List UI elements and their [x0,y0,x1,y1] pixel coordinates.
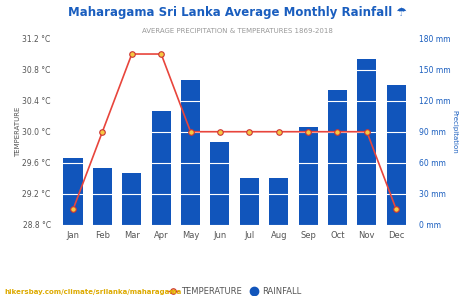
Bar [357,59,376,225]
Y-axis label: TEMPERATURE: TEMPERATURE [15,107,21,157]
Bar [152,111,171,225]
Bar [328,90,347,225]
Bar [240,178,259,225]
Y-axis label: Precipitation: Precipitation [452,110,457,154]
Bar [122,173,141,225]
Text: hikersbay.com/climate/srilanka/maharagama: hikersbay.com/climate/srilanka/maharagam… [5,289,182,295]
Bar [64,157,82,225]
Bar [181,80,200,225]
Bar [387,85,406,225]
Text: AVERAGE PRECIPITATION & TEMPERATURES 1869-2018: AVERAGE PRECIPITATION & TEMPERATURES 186… [142,28,332,34]
Bar [269,178,288,225]
Bar [299,127,318,225]
Legend: TEMPERATURE, RAINFALL: TEMPERATURE, RAINFALL [164,284,305,296]
Bar [210,142,229,225]
Text: Maharagama Sri Lanka Average Monthly Rainfall ☂: Maharagama Sri Lanka Average Monthly Rai… [68,6,406,19]
Bar [93,168,112,225]
